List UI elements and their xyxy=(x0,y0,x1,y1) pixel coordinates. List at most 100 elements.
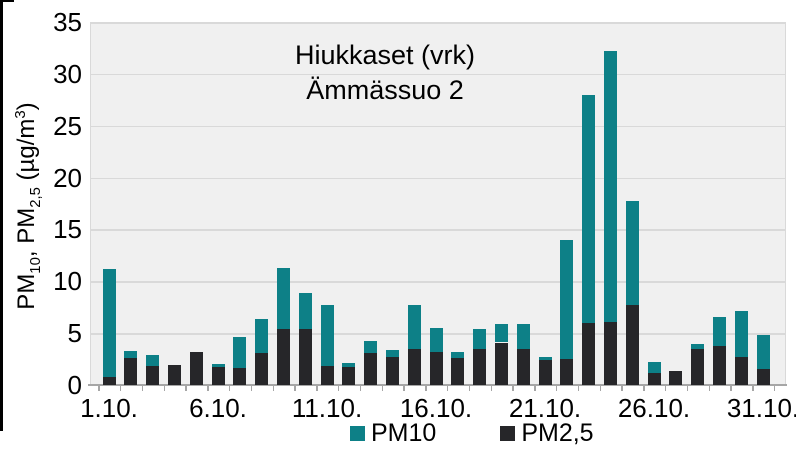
bar-pm25-1410 xyxy=(385,357,399,385)
y-tick-label-35: 35 xyxy=(53,7,82,37)
gridline-10 xyxy=(91,281,785,283)
bar-pm25-2710 xyxy=(669,370,683,385)
x-axis-tick xyxy=(621,386,623,391)
bar-pm10-2510 xyxy=(625,201,639,306)
x-axis-tick xyxy=(773,386,776,391)
x-axis-tick xyxy=(534,386,536,391)
x-axis-tick xyxy=(425,386,427,391)
bar-pm25-1710 xyxy=(451,358,465,385)
legend: PM10 PM2,5 xyxy=(350,419,594,448)
bar-pm10-1410 xyxy=(385,349,399,357)
bar-pm25-2610 xyxy=(647,372,661,385)
y-tick-label-15: 15 xyxy=(53,214,82,245)
bar-pm10-2810 xyxy=(691,343,705,349)
bar-pm25-110 xyxy=(102,376,116,385)
y-tick-label-10: 10 xyxy=(53,266,82,297)
bar-pm10-1010 xyxy=(298,292,312,329)
y-tick-label-30: 30 xyxy=(53,58,82,89)
bar-pm25-2210 xyxy=(560,359,574,385)
bar-pm10-1510 xyxy=(407,305,421,349)
x-axis-tick xyxy=(250,386,253,391)
bar-pm10-910 xyxy=(276,267,290,329)
bar-pm25-1610 xyxy=(429,351,443,385)
bar-pm10-2010 xyxy=(516,323,530,349)
bar-pm25-2810 xyxy=(691,348,705,385)
x-axis-tick xyxy=(577,386,580,391)
x-axis-tick xyxy=(664,386,667,391)
gridline-15 xyxy=(91,229,785,231)
bar-pm10-210 xyxy=(124,350,138,359)
bar-pm10-1610 xyxy=(429,328,443,352)
x-tick-label-2110: 21.10. xyxy=(508,393,582,423)
bar-pm25-910 xyxy=(276,329,290,385)
x-axis-tick xyxy=(228,386,231,391)
frame-border-left xyxy=(0,0,3,431)
legend-label-pm10: PM10 xyxy=(371,419,437,447)
bar-pm10-2210 xyxy=(560,239,574,360)
x-axis-tick xyxy=(752,386,754,391)
x-axis-tick xyxy=(643,386,645,391)
x-tick-label-3110: 31.10. xyxy=(726,393,796,423)
x-axis-tick xyxy=(337,386,340,391)
bar-pm25-810 xyxy=(255,352,269,385)
x-axis-tick xyxy=(294,386,296,391)
bar-pm10-2410 xyxy=(603,51,617,322)
gridline-25 xyxy=(91,125,785,128)
x-axis-tick xyxy=(381,386,383,391)
bar-pm25-1110 xyxy=(320,366,334,385)
bar-pm10-810 xyxy=(255,318,269,353)
x-axis-tick xyxy=(359,386,362,391)
bar-pm25-2910 xyxy=(712,345,726,385)
x-axis-tick xyxy=(207,386,209,391)
bar-pm25-1510 xyxy=(407,348,421,385)
bar-pm10-3010 xyxy=(734,311,748,357)
legend-item-pm25: PM2,5 xyxy=(500,419,594,448)
bar-pm10-1310 xyxy=(364,341,378,353)
bar-pm10-710 xyxy=(233,337,247,369)
bar-pm25-3110 xyxy=(756,369,770,385)
x-axis-tick xyxy=(98,386,100,391)
x-axis-tick xyxy=(141,386,144,391)
bar-pm25-1910 xyxy=(494,342,508,385)
bar-pm25-2010 xyxy=(516,348,530,385)
y-tick-label-5: 5 xyxy=(67,318,82,349)
x-axis-tick xyxy=(708,386,710,391)
x-tick-label-2610: 26.10. xyxy=(617,393,691,423)
legend-label-pm25: PM2,5 xyxy=(521,419,594,447)
bar-pm10-1210 xyxy=(342,363,356,368)
plot-area xyxy=(90,22,786,385)
x-tick-label-1110: 11.10. xyxy=(291,393,363,423)
bar-pm25-3010 xyxy=(734,357,748,385)
x-axis-tick xyxy=(490,386,492,391)
y-tick-label-25: 25 xyxy=(53,110,82,141)
bar-pm10-3110 xyxy=(756,335,770,370)
bar-pm25-1810 xyxy=(473,348,487,385)
bar-pm10-110 xyxy=(102,268,116,377)
x-axis-line xyxy=(88,384,787,386)
x-tick-label-110: 1.10. xyxy=(80,393,138,423)
bar-pm10-2110 xyxy=(538,357,552,361)
x-axis-tick xyxy=(163,386,165,391)
bar-pm10-310 xyxy=(146,354,160,367)
bar-pm25-610 xyxy=(211,367,225,385)
gridline-20 xyxy=(91,177,785,180)
y-tick-label-20: 20 xyxy=(53,162,82,193)
chart-title-line1: Hiukkaset (vrk) xyxy=(294,40,476,70)
bar-pm10-1110 xyxy=(320,305,334,367)
bar-pm25-410 xyxy=(167,365,181,385)
x-axis-tick xyxy=(686,386,689,391)
y-tick-label-0: 0 xyxy=(67,370,82,400)
chart-title: Hiukkaset (vrk) Ämmässuo 2 xyxy=(185,38,585,108)
legend-item-pm10: PM10 xyxy=(350,419,436,448)
x-axis-tick xyxy=(316,386,318,391)
bar-pm25-1310 xyxy=(364,352,378,385)
bar-pm25-1010 xyxy=(298,329,312,385)
bar-pm25-2510 xyxy=(625,305,639,385)
bar-pm10-2310 xyxy=(582,94,596,323)
bar-pm25-2110 xyxy=(538,360,552,385)
bar-pm10-2910 xyxy=(712,316,726,346)
bar-pm10-2610 xyxy=(647,362,661,373)
bar-pm10-1810 xyxy=(473,329,487,349)
bar-pm25-1210 xyxy=(342,367,356,385)
bar-pm25-210 xyxy=(124,358,138,385)
